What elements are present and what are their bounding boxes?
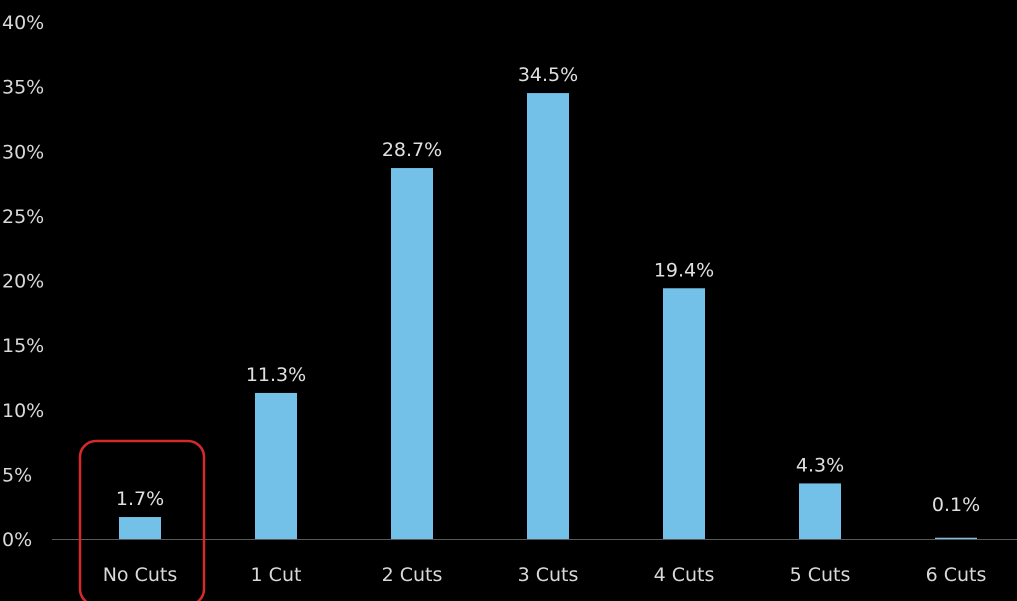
bar [799,483,841,539]
x-tick-label: 3 Cuts [518,564,579,586]
y-tick-label: 30% [2,141,44,163]
bar [935,537,977,539]
x-tick-label: 4 Cuts [654,564,715,586]
bar [663,288,705,539]
bar [119,517,161,539]
x-tick-label: 1 Cut [251,564,302,586]
x-tick-label: 2 Cuts [382,564,443,586]
x-tick-label: 5 Cuts [790,564,851,586]
bar [391,168,433,540]
data-label: 4.3% [796,454,844,476]
y-tick-label: 25% [2,206,44,228]
data-label: 1.7% [116,488,164,510]
y-tick-label: 40% [2,12,44,34]
y-axis: 0% 5% 10% 15% 20% 25% 30% 35% 40% [2,12,44,551]
bar [255,392,297,539]
y-tick-label: 10% [2,400,44,422]
y-tick-label: 35% [2,77,44,99]
y-tick-label: 15% [2,335,44,357]
bar-series [119,93,977,540]
bar [527,93,569,540]
data-label: 28.7% [382,139,442,161]
x-tick-label: 6 Cuts [926,564,987,586]
data-label: 34.5% [518,64,578,86]
highlight-box [78,439,206,601]
x-axis: No Cuts 1 Cut 2 Cuts 3 Cuts 4 Cuts 5 Cuts 6 Cu… [52,539,1017,586]
data-label: 11.3% [246,364,306,386]
y-tick-label: 20% [2,271,44,293]
y-tick-label: 0% [2,529,32,551]
data-labels: 1.7% 11.3% 28.7% 34.5% 19.4% 4.3% 0.1% [116,64,980,516]
data-label: 19.4% [654,259,714,281]
y-tick-label: 5% [2,464,32,486]
data-label: 0.1% [932,494,980,516]
x-tick-label: No Cuts [103,564,178,586]
highlight-annotation [78,439,206,601]
